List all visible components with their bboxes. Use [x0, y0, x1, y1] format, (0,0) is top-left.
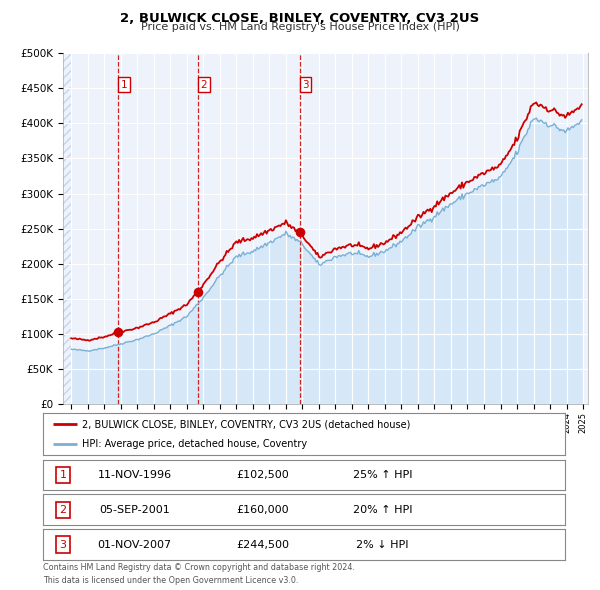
Text: 2: 2 [200, 80, 207, 90]
Text: Price paid vs. HM Land Registry's House Price Index (HPI): Price paid vs. HM Land Registry's House … [140, 22, 460, 32]
Text: 3: 3 [302, 80, 309, 90]
Point [295, 228, 304, 237]
Point [113, 327, 123, 337]
Text: 05-SEP-2001: 05-SEP-2001 [99, 505, 170, 514]
Text: 2, BULWICK CLOSE, BINLEY, COVENTRY, CV3 2US (detached house): 2, BULWICK CLOSE, BINLEY, COVENTRY, CV3 … [82, 419, 411, 430]
Text: 20% ↑ HPI: 20% ↑ HPI [353, 505, 412, 514]
Text: Contains HM Land Registry data © Crown copyright and database right 2024.: Contains HM Land Registry data © Crown c… [43, 563, 355, 572]
Text: 2% ↓ HPI: 2% ↓ HPI [356, 540, 409, 549]
Text: 1: 1 [121, 80, 128, 90]
Text: 01-NOV-2007: 01-NOV-2007 [97, 540, 172, 549]
Text: £244,500: £244,500 [236, 540, 289, 549]
Text: This data is licensed under the Open Government Licence v3.0.: This data is licensed under the Open Gov… [43, 576, 299, 585]
Text: £160,000: £160,000 [236, 505, 289, 514]
Text: 11-NOV-1996: 11-NOV-1996 [97, 470, 172, 480]
Text: HPI: Average price, detached house, Coventry: HPI: Average price, detached house, Cove… [82, 439, 307, 449]
Text: 2, BULWICK CLOSE, BINLEY, COVENTRY, CV3 2US: 2, BULWICK CLOSE, BINLEY, COVENTRY, CV3 … [121, 12, 479, 25]
Text: 3: 3 [59, 540, 67, 549]
Text: £102,500: £102,500 [236, 470, 289, 480]
Text: 1: 1 [59, 470, 67, 480]
Text: 2: 2 [59, 505, 67, 514]
Point [193, 287, 203, 297]
Text: 25% ↑ HPI: 25% ↑ HPI [353, 470, 412, 480]
